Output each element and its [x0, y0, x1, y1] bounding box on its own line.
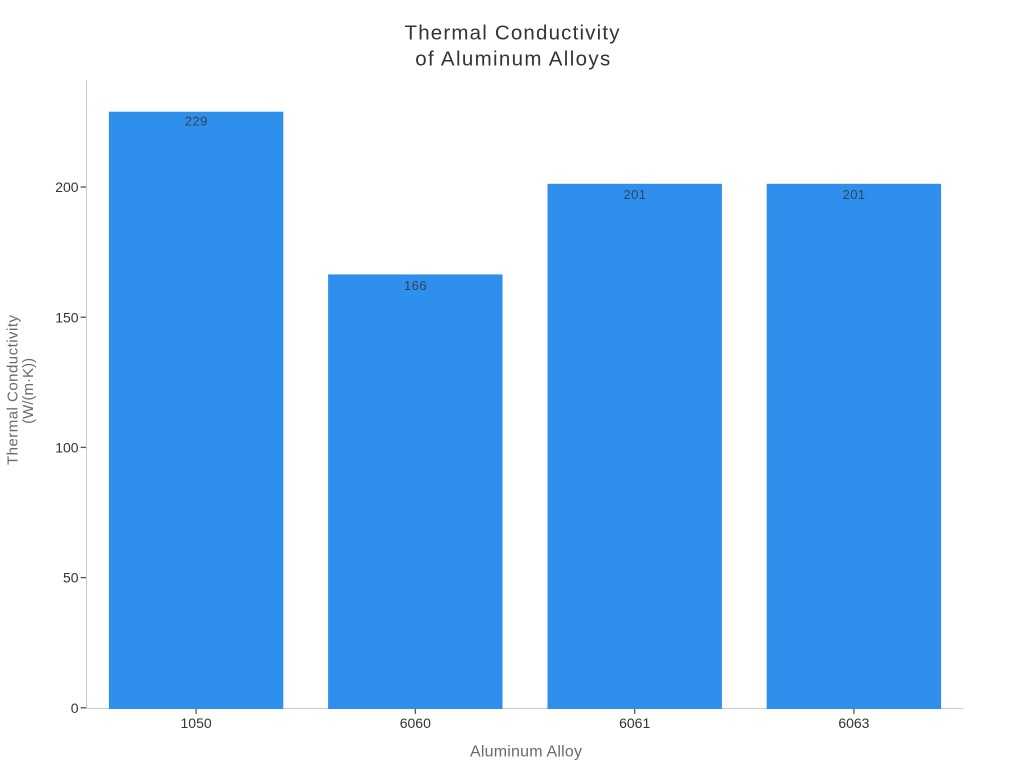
svg-text:1050: 1050 — [181, 715, 212, 731]
svg-text:Thermal Conductivity: Thermal Conductivity — [405, 21, 621, 44]
svg-text:50: 50 — [63, 570, 79, 586]
svg-text:201: 201 — [843, 187, 866, 202]
svg-text:201: 201 — [623, 187, 646, 202]
svg-text:6061: 6061 — [619, 715, 650, 731]
svg-text:100: 100 — [55, 440, 79, 456]
svg-text:(W/(m·K)): (W/(m·K)) — [20, 358, 37, 424]
svg-text:0: 0 — [71, 700, 79, 716]
svg-text:Thermal Conductivity: Thermal Conductivity — [5, 315, 22, 466]
svg-text:166: 166 — [404, 278, 427, 293]
svg-text:200: 200 — [55, 179, 79, 195]
svg-text:150: 150 — [55, 309, 79, 325]
svg-text:229: 229 — [185, 114, 208, 129]
svg-text:6060: 6060 — [400, 715, 431, 731]
svg-text:of Aluminum Alloys: of Aluminum Alloys — [415, 48, 610, 71]
svg-text:Aluminum Alloy: Aluminum Alloy — [470, 743, 582, 760]
svg-text:6063: 6063 — [838, 715, 869, 731]
